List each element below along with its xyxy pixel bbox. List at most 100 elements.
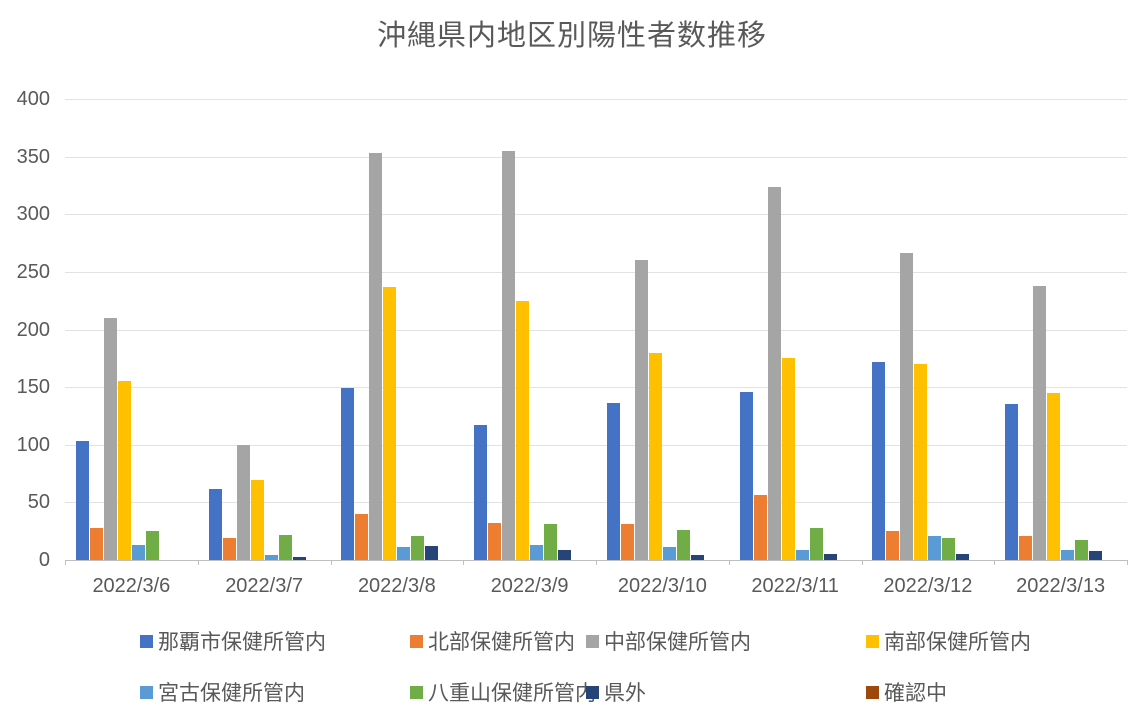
bar-県外-2022/3/13 xyxy=(1089,551,1103,560)
y-axis-label-200: 200 xyxy=(16,318,50,341)
bar-宮古保健所管内-2022/3/12 xyxy=(928,536,942,560)
chart-title: 沖縄県内地区別陽性者数推移 xyxy=(376,20,767,52)
legend-item-宮古保健所管内: 宮古保健所管内 xyxy=(140,677,410,707)
bar-北部保健所管内-2022/3/11 xyxy=(753,495,767,560)
bar-中部保健所管内-2022/3/11 xyxy=(767,187,781,560)
legend-label: 南部保健所管内 xyxy=(884,631,1031,654)
bar-宮古保健所管内-2022/3/13 xyxy=(1061,550,1075,560)
x-axis-label-2022/3/6: 2022/3/6 xyxy=(92,575,171,597)
bar-group-2022/3/8 xyxy=(331,99,464,560)
legend-marker-icon xyxy=(410,634,423,648)
x-axis-tick xyxy=(994,560,995,565)
legend-item-八重山保健所管内: 八重山保健所管内 xyxy=(410,677,596,707)
gridline-200 xyxy=(65,329,1127,331)
bar-group-2022/3/12 xyxy=(862,99,995,560)
bar-宮古保健所管内-2022/3/8 xyxy=(397,547,411,560)
bar-県外-2022/3/8 xyxy=(425,546,439,560)
bar-那覇市保健所管内-2022/3/10 xyxy=(606,403,620,560)
bar-那覇市保健所管内-2022/3/8 xyxy=(341,388,355,560)
x-axis-tick xyxy=(596,560,597,565)
y-axis-label-300: 300 xyxy=(16,203,50,226)
bar-中部保健所管内-2022/3/7 xyxy=(236,445,250,560)
bar-八重山保健所管内-2022/3/10 xyxy=(676,530,690,560)
x-axis-label-2022/3/11: 2022/3/11 xyxy=(751,575,839,597)
x-axis-tick xyxy=(65,560,66,565)
y-axis-label-350: 350 xyxy=(16,145,50,168)
legend-item-北部保健所管内: 北部保健所管内 xyxy=(410,626,586,656)
y-axis-label-250: 250 xyxy=(16,260,50,283)
legend-row-1: 那覇市保健所管内 北部保健所管内 中部保健所管内 南部保健所管内 xyxy=(140,626,1080,656)
bar-八重山保健所管内-2022/3/12 xyxy=(942,538,956,560)
bar-宮古保健所管内-2022/3/6 xyxy=(131,545,145,560)
x-axis-tick xyxy=(463,560,464,565)
plot-area xyxy=(65,99,1128,565)
gridline-100 xyxy=(65,444,1127,446)
bar-中部保健所管内-2022/3/9 xyxy=(502,151,516,560)
bar-group-2022/3/11 xyxy=(729,99,862,560)
y-axis-label-50: 50 xyxy=(27,491,50,514)
legend-label: 那覇市保健所管内 xyxy=(158,631,326,654)
bar-宮古保健所管内-2022/3/10 xyxy=(662,547,676,560)
bar-県外-2022/3/10 xyxy=(690,555,704,560)
bar-県外-2022/3/9 xyxy=(558,550,572,560)
legend-item-確認中: 確認中 xyxy=(866,677,1066,707)
legend-row-2: 宮古保健所管内 八重山保健所管内 県外 確認中 xyxy=(140,677,1080,707)
bar-中部保健所管内-2022/3/12 xyxy=(900,253,914,560)
bar-北部保健所管内-2022/3/10 xyxy=(620,524,634,560)
x-axis-label-2022/3/9: 2022/3/9 xyxy=(490,575,569,597)
bar-中部保健所管内-2022/3/6 xyxy=(103,318,117,560)
gridline-250 xyxy=(65,271,1127,273)
legend-marker-icon xyxy=(866,634,879,648)
bar-南部保健所管内-2022/3/13 xyxy=(1047,393,1061,560)
bar-南部保健所管内-2022/3/10 xyxy=(648,353,662,560)
bar-南部保健所管内-2022/3/7 xyxy=(250,480,264,560)
legend-marker-icon xyxy=(140,685,153,699)
bar-八重山保健所管内-2022/3/11 xyxy=(809,528,823,560)
legend-marker-icon xyxy=(586,634,599,648)
bar-那覇市保健所管内-2022/3/13 xyxy=(1005,404,1019,560)
x-axis-tick xyxy=(331,560,332,565)
legend-label: 北部保健所管内 xyxy=(428,631,575,654)
bar-北部保健所管内-2022/3/13 xyxy=(1019,536,1033,560)
bar-中部保健所管内-2022/3/8 xyxy=(369,153,383,560)
bar-八重山保健所管内-2022/3/6 xyxy=(145,531,159,560)
bar-中部保健所管内-2022/3/10 xyxy=(634,260,648,560)
x-axis-tick xyxy=(729,560,730,565)
legend-marker-icon xyxy=(866,685,879,699)
chart-legend: 那覇市保健所管内 北部保健所管内 中部保健所管内 南部保健所管内宮古保健所管内 八重山保… xyxy=(140,626,1080,728)
legend-item-那覇市保健所管内: 那覇市保健所管内 xyxy=(140,626,410,656)
bar-group-2022/3/7 xyxy=(198,99,331,560)
legend-marker-icon xyxy=(140,634,153,648)
bar-group-2022/3/9 xyxy=(463,99,596,560)
bar-那覇市保健所管内-2022/3/6 xyxy=(75,441,89,560)
bar-那覇市保健所管内-2022/3/7 xyxy=(208,489,222,560)
bar-group-2022/3/10 xyxy=(596,99,729,560)
bar-南部保健所管内-2022/3/11 xyxy=(781,358,795,560)
x-axis-label-2022/3/8: 2022/3/8 xyxy=(357,575,436,597)
legend-label: 宮古保健所管内 xyxy=(158,682,305,705)
bar-八重山保健所管内-2022/3/9 xyxy=(544,524,558,560)
bar-group-2022/3/6 xyxy=(65,99,198,560)
bar-県外-2022/3/7 xyxy=(292,557,306,560)
legend-label: 中部保健所管内 xyxy=(604,631,751,654)
bar-県外-2022/3/12 xyxy=(956,554,970,560)
bar-北部保健所管内-2022/3/6 xyxy=(89,528,103,560)
gridline-300 xyxy=(65,214,1127,216)
legend-item-県外: 県外 xyxy=(586,677,866,707)
gridline-50 xyxy=(65,502,1127,504)
bar-南部保健所管内-2022/3/12 xyxy=(914,364,928,560)
legend-label: 八重山保健所管内 xyxy=(428,682,596,705)
bar-宮古保健所管内-2022/3/9 xyxy=(530,545,544,560)
bar-南部保健所管内-2022/3/9 xyxy=(516,301,530,560)
y-axis-label-150: 150 xyxy=(16,376,50,399)
bar-八重山保健所管内-2022/3/8 xyxy=(411,536,425,560)
bar-北部保健所管内-2022/3/8 xyxy=(355,514,369,560)
gridline-150 xyxy=(65,387,1127,389)
legend-marker-icon xyxy=(586,685,599,699)
x-axis-tick xyxy=(862,560,863,565)
legend-label: 県外 xyxy=(604,682,646,705)
y-axis-label-100: 100 xyxy=(16,433,50,456)
x-axis-label-2022/3/10: 2022/3/10 xyxy=(617,575,707,597)
bar-中部保健所管内-2022/3/13 xyxy=(1033,286,1047,560)
bar-宮古保健所管内-2022/3/7 xyxy=(264,555,278,560)
